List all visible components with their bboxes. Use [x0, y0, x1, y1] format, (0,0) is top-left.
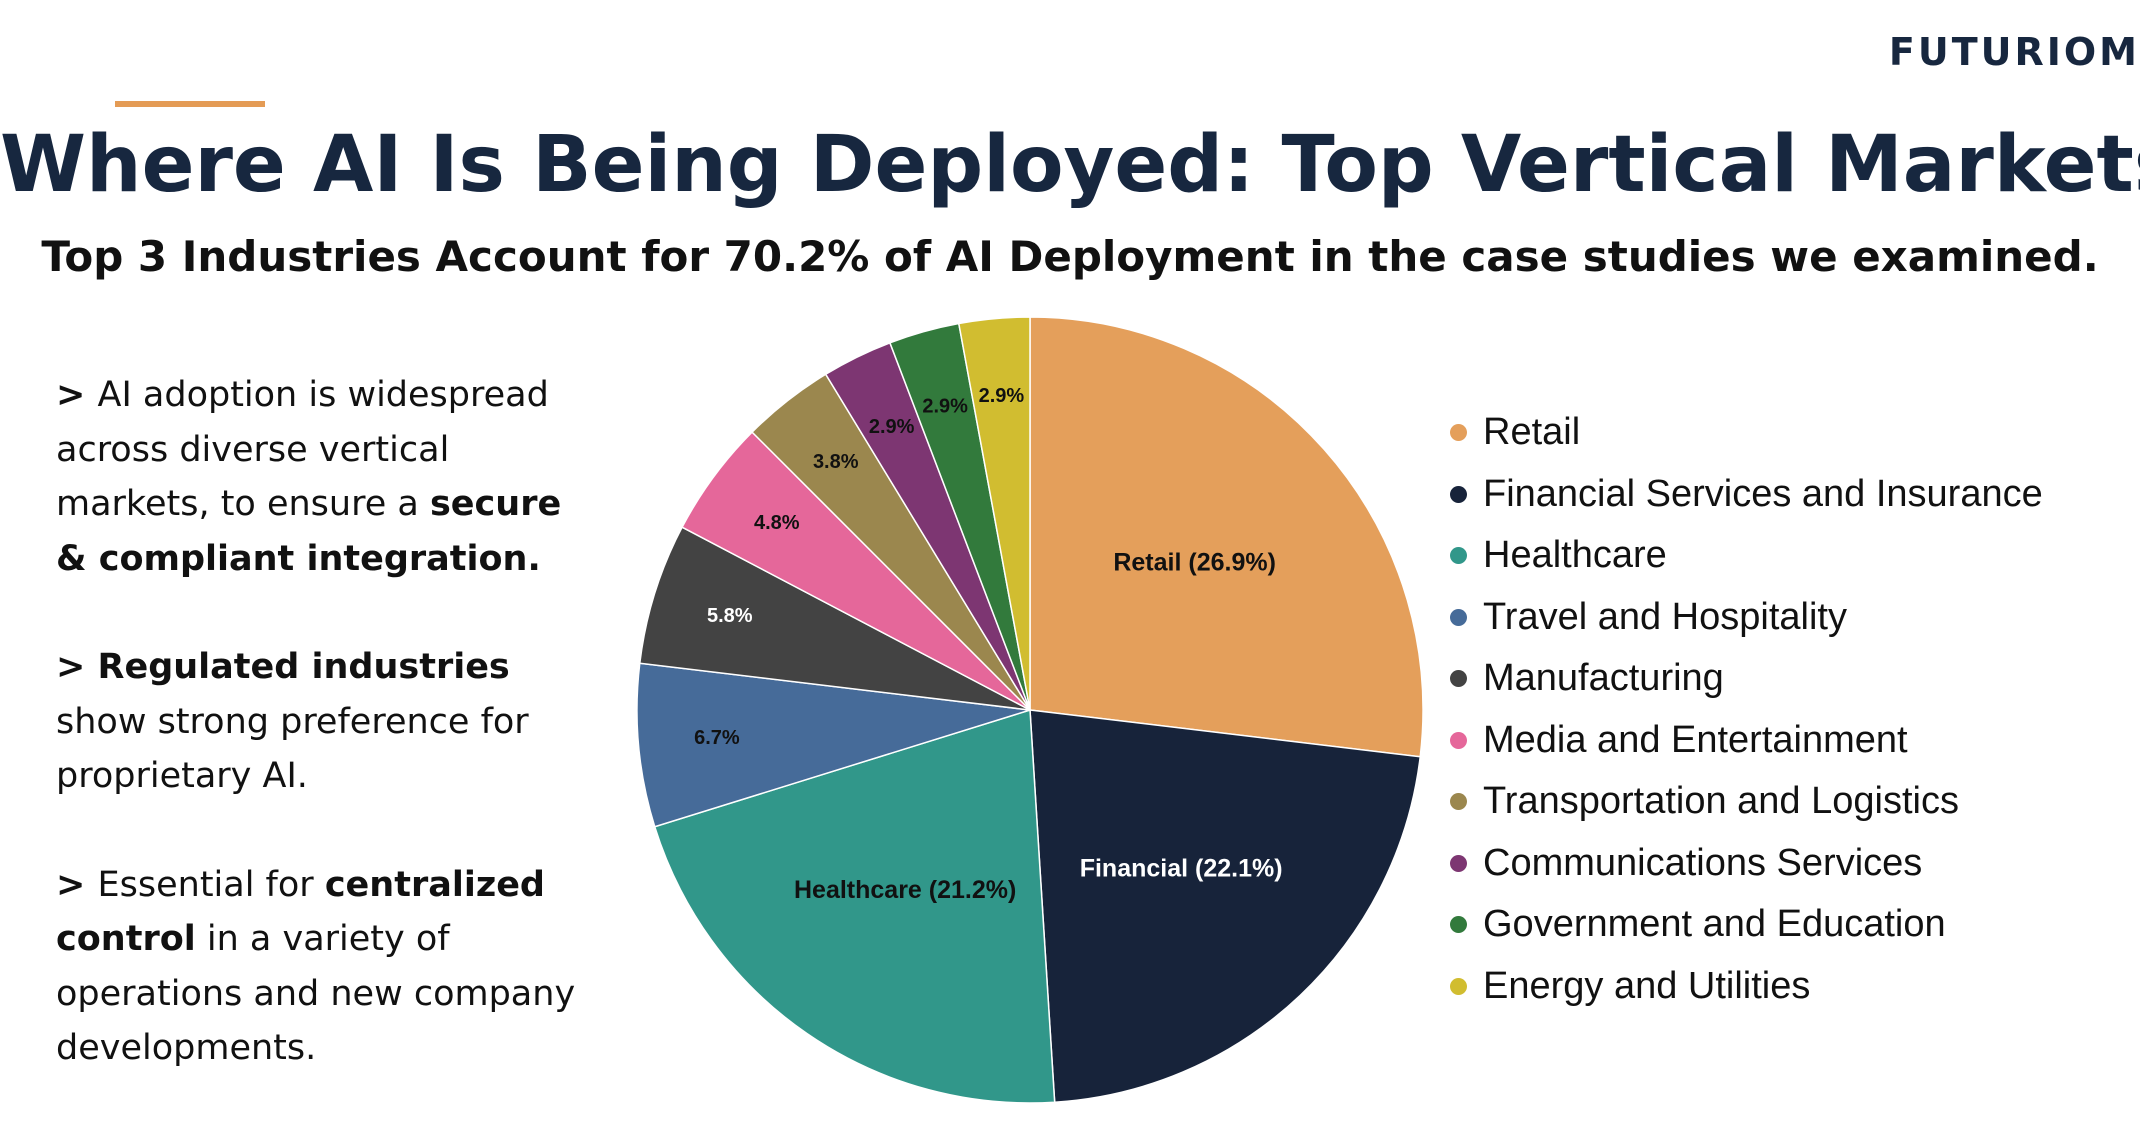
slice-label: Financial (22.1%) [1080, 855, 1283, 883]
slice-label: 2.9% [979, 385, 1025, 407]
bullet-text: in a variety of operations and new compa… [56, 919, 576, 1068]
page-title: Where AI Is Being Deployed: Top Vertical… [0, 120, 2140, 210]
slice-label: 5.8% [707, 605, 753, 627]
slice-label: 3.8% [813, 451, 859, 473]
legend-item: Healthcare [1450, 525, 2043, 587]
legend-item: Travel and Hospitality [1450, 587, 2043, 649]
legend-item: Manufacturing [1450, 648, 2043, 710]
slice-label: Retail (26.9%) [1113, 549, 1276, 577]
pie-slice-manufacturing [638, 526, 1031, 711]
legend-label: Manufacturing [1483, 657, 1724, 700]
bullet-list: > AI adoption is widespread across diver… [56, 368, 596, 1130]
bullet-text: centralized control [56, 864, 545, 960]
slice-label: 2.9% [922, 396, 968, 418]
legend-marker [1450, 854, 1467, 872]
futuriom-logo: FUTURIOM [1888, 30, 2140, 74]
pie-slice-travel-and-hospitality [636, 662, 1031, 828]
accent-line [115, 101, 265, 107]
legend-item: Government and Education [1450, 894, 2043, 956]
legend-marker [1450, 670, 1467, 688]
slice-label: 2.9% [869, 416, 915, 438]
legend-marker [1450, 977, 1467, 995]
legend-label: Travel and Hospitality [1483, 595, 1847, 638]
bullet-text: show strong preference for proprietary A… [56, 701, 529, 797]
legend-marker [1450, 608, 1467, 626]
bullet-text: > [56, 375, 98, 415]
chart-legend: Retail Financial Services and Insurance He… [1450, 402, 2043, 1017]
legend-marker [1450, 424, 1467, 442]
legend-marker [1450, 547, 1467, 565]
legend-label: Media and Entertainment [1483, 718, 1908, 761]
legend-label: Retail [1483, 411, 1581, 454]
legend-item: Financial Services and Insurance [1450, 464, 2043, 526]
bullet-point: > AI adoption is widespread across diver… [56, 368, 596, 586]
legend-marker [1450, 793, 1467, 811]
pie-slice-retail [1029, 316, 1424, 758]
slice-label: 6.7% [694, 727, 740, 749]
slice-label: Healthcare (21.2%) [794, 876, 1016, 904]
legend-marker [1450, 731, 1467, 749]
pie-slice-financial-services-and-insurance [1029, 709, 1422, 1104]
legend-label: Government and Education [1483, 903, 1946, 946]
legend-item: Media and Entertainment [1450, 710, 2043, 772]
legend-label: Communications Services [1483, 841, 1923, 884]
legend-label: Transportation and Logistics [1483, 780, 1959, 823]
legend-label: Healthcare [1483, 534, 1667, 577]
legend-item: Transportation and Logistics [1450, 771, 2043, 833]
bullet-text: secure & compliant integration. [56, 484, 562, 579]
bullet-text: AI adoption is widespread across diverse… [56, 375, 549, 524]
bullet-text: > Regulated industries [56, 647, 510, 687]
legend-item: Retail [1450, 402, 2043, 464]
bullet-text: > [56, 864, 98, 905]
legend-label: Financial Services and Insurance [1483, 472, 2043, 515]
page-subtitle: Top 3 Industries Account for 70.2% of AI… [41, 232, 2099, 281]
legend-marker [1450, 485, 1467, 503]
bullet-text: Essential for [97, 864, 325, 905]
bullet-point: > Regulated industries show strong prefe… [56, 640, 596, 804]
bullet-point: > Essential for centralized control in a… [56, 858, 596, 1076]
legend-item: Communications Services [1450, 833, 2043, 895]
legend-item: Energy and Utilities [1450, 956, 2043, 1018]
legend-marker [1450, 916, 1467, 934]
legend-label: Energy and Utilities [1483, 964, 1811, 1007]
slice-label: 4.8% [754, 512, 800, 534]
pie-slice-healthcare [653, 709, 1056, 1104]
pie-slice-energy-and-utilities [957, 316, 1031, 711]
